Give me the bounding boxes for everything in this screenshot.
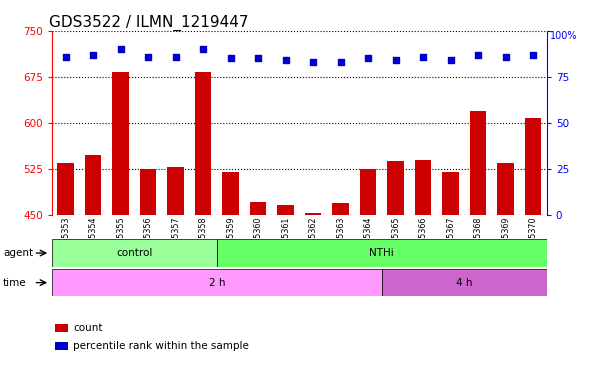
Text: 100%: 100%	[550, 31, 577, 41]
Point	[226, 55, 236, 61]
Bar	[55, 342, 68, 350]
Point	[144, 53, 153, 60]
Text: count: count	[73, 323, 103, 333]
Point	[198, 46, 208, 52]
Point	[116, 46, 126, 52]
Text: percentile rank within the sample: percentile rank within the sample	[73, 341, 249, 351]
Point	[281, 57, 291, 63]
Text: 4 h: 4 h	[456, 278, 473, 288]
Bar	[442, 172, 459, 215]
Bar	[57, 163, 74, 215]
Bar	[85, 156, 101, 215]
Point	[363, 55, 373, 61]
Text: NTHi: NTHi	[370, 248, 394, 258]
Bar	[167, 167, 184, 215]
Point	[309, 59, 318, 65]
Point	[529, 51, 538, 58]
Bar	[52, 239, 217, 267]
Bar	[222, 172, 239, 215]
Bar	[277, 205, 294, 215]
Point	[446, 57, 456, 63]
Bar	[382, 269, 547, 296]
Text: control: control	[116, 248, 153, 258]
Bar	[55, 324, 68, 332]
Bar	[415, 160, 431, 215]
Bar	[250, 202, 266, 215]
Bar	[112, 72, 129, 215]
Bar	[387, 161, 404, 215]
Bar	[332, 203, 349, 215]
Point	[61, 53, 71, 60]
Point	[418, 53, 428, 60]
Bar	[525, 118, 541, 215]
Point	[501, 53, 511, 60]
Bar	[305, 213, 321, 215]
Point	[171, 53, 181, 60]
Bar	[195, 72, 211, 215]
Point	[254, 55, 263, 61]
Text: agent: agent	[3, 248, 33, 258]
Bar	[497, 163, 514, 215]
Point	[474, 51, 483, 58]
Text: time: time	[3, 278, 27, 288]
Point	[336, 59, 346, 65]
Bar	[470, 111, 486, 215]
Bar	[52, 269, 382, 296]
Text: GDS3522 / ILMN_1219447: GDS3522 / ILMN_1219447	[49, 15, 249, 31]
Point	[391, 57, 401, 63]
Bar	[217, 239, 547, 267]
Point	[89, 51, 98, 58]
Bar	[140, 169, 156, 215]
Text: 2 h: 2 h	[208, 278, 225, 288]
Bar	[360, 169, 376, 215]
